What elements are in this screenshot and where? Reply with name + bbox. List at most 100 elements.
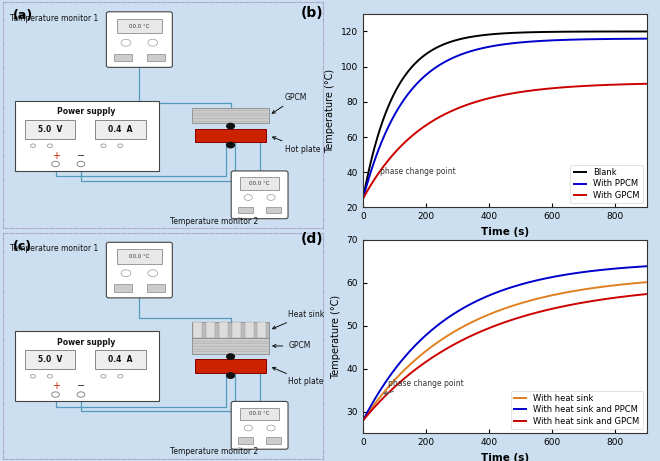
Text: 00.0 °C: 00.0 °C: [129, 254, 150, 259]
With heat sink and GPCM: [388, 387, 396, 392]
With PPCM: [643, 36, 651, 41]
Blank: [388, 95, 396, 101]
With PPCM: [359, 196, 367, 201]
FancyBboxPatch shape: [15, 100, 158, 171]
Line: With PPCM: With PPCM: [363, 39, 647, 199]
With heat sink and GPCM: [359, 418, 367, 423]
Text: Temperature monitor 2: Temperature monitor 2: [170, 217, 258, 226]
FancyBboxPatch shape: [231, 402, 288, 449]
Text: (d): (d): [300, 232, 323, 246]
Text: 5.0  V: 5.0 V: [38, 125, 62, 134]
Text: phase change point: phase change point: [380, 167, 456, 176]
With heat sink: [388, 380, 396, 386]
Bar: [266, 437, 281, 444]
Blank: [359, 196, 367, 201]
X-axis label: Time (s): Time (s): [481, 453, 529, 461]
Text: 00.0 °C: 00.0 °C: [249, 181, 270, 186]
Circle shape: [227, 354, 234, 359]
With heat sink and GPCM: [580, 300, 588, 305]
Bar: [245, 322, 253, 338]
Circle shape: [227, 373, 234, 378]
With GPCM: [359, 196, 367, 201]
Bar: [240, 408, 279, 420]
With GPCM: [585, 83, 593, 89]
Bar: [95, 120, 146, 139]
FancyBboxPatch shape: [15, 331, 158, 401]
With heat sink and PPCM: [359, 418, 367, 423]
With heat sink: [484, 312, 492, 318]
Bar: [114, 284, 132, 292]
With heat sink and PPCM: [554, 273, 562, 279]
With PPCM: [580, 36, 588, 42]
FancyBboxPatch shape: [106, 242, 172, 298]
Text: +: +: [51, 381, 59, 391]
Bar: [232, 322, 241, 338]
FancyBboxPatch shape: [231, 171, 288, 219]
With heat sink: [585, 286, 593, 291]
Bar: [192, 322, 269, 338]
With heat sink and GPCM: [484, 326, 492, 331]
Bar: [206, 322, 215, 338]
Line: With GPCM: With GPCM: [363, 84, 647, 199]
With GPCM: [484, 96, 492, 101]
With PPCM: [585, 36, 593, 42]
With heat sink and PPCM: [580, 269, 588, 275]
Bar: [147, 284, 165, 292]
Line: With heat sink and PPCM: With heat sink and PPCM: [363, 266, 647, 420]
With heat sink: [359, 418, 367, 423]
Circle shape: [227, 142, 234, 148]
With heat sink and PPCM: [388, 370, 396, 376]
Text: phase change point: phase change point: [384, 379, 464, 395]
Text: 00.0 °C: 00.0 °C: [249, 411, 270, 416]
Legend: Blank, With PPCM, With GPCM: Blank, With PPCM, With GPCM: [570, 165, 643, 203]
Blank: [554, 29, 562, 35]
Text: −: −: [77, 381, 85, 391]
Text: Hot plate: Hot plate: [273, 367, 323, 386]
With heat sink and GPCM: [474, 330, 482, 336]
Bar: [219, 322, 228, 338]
With heat sink: [554, 291, 562, 297]
With GPCM: [580, 83, 588, 89]
Blank: [643, 29, 651, 34]
Text: 0.4  A: 0.4 A: [108, 125, 133, 134]
Text: Temperature monitor 1: Temperature monitor 1: [10, 13, 98, 23]
Text: 00.0 °C: 00.0 °C: [129, 24, 150, 29]
With GPCM: [388, 153, 396, 159]
Bar: [192, 338, 269, 354]
Blank: [585, 29, 593, 34]
FancyBboxPatch shape: [106, 12, 172, 67]
Text: GPCM: GPCM: [272, 93, 308, 113]
With heat sink: [580, 287, 588, 292]
Text: Hot plate: Hot plate: [273, 137, 321, 154]
With PPCM: [554, 37, 562, 43]
With PPCM: [388, 117, 396, 122]
Legend: With heat sink, With heat sink and PPCM, With heat sink and GPCM: With heat sink, With heat sink and PPCM,…: [511, 390, 643, 429]
Bar: [257, 322, 267, 338]
Text: (a): (a): [13, 9, 33, 22]
With PPCM: [474, 47, 482, 52]
With heat sink and PPCM: [484, 293, 492, 299]
Bar: [24, 120, 75, 139]
Text: +: +: [51, 151, 59, 161]
Bar: [193, 322, 203, 338]
With heat sink and GPCM: [585, 299, 593, 304]
Bar: [266, 207, 281, 213]
Bar: [117, 249, 162, 264]
Y-axis label: Temperature (°C): Temperature (°C): [331, 295, 341, 378]
Text: GPCM: GPCM: [273, 342, 311, 350]
Line: With heat sink: With heat sink: [363, 282, 647, 420]
With heat sink and PPCM: [474, 298, 482, 303]
Line: Blank: Blank: [363, 31, 647, 199]
Text: −: −: [77, 151, 85, 161]
Text: Power supply: Power supply: [57, 107, 116, 116]
Bar: [114, 53, 132, 61]
Text: Power supply: Power supply: [57, 338, 116, 347]
Bar: [195, 359, 266, 373]
Text: Temperature monitor 1: Temperature monitor 1: [10, 244, 98, 253]
Bar: [195, 129, 266, 142]
Circle shape: [227, 124, 234, 129]
Text: Heat sink: Heat sink: [273, 310, 325, 329]
Bar: [147, 53, 165, 61]
With heat sink and GPCM: [643, 291, 651, 297]
Blank: [484, 32, 492, 37]
